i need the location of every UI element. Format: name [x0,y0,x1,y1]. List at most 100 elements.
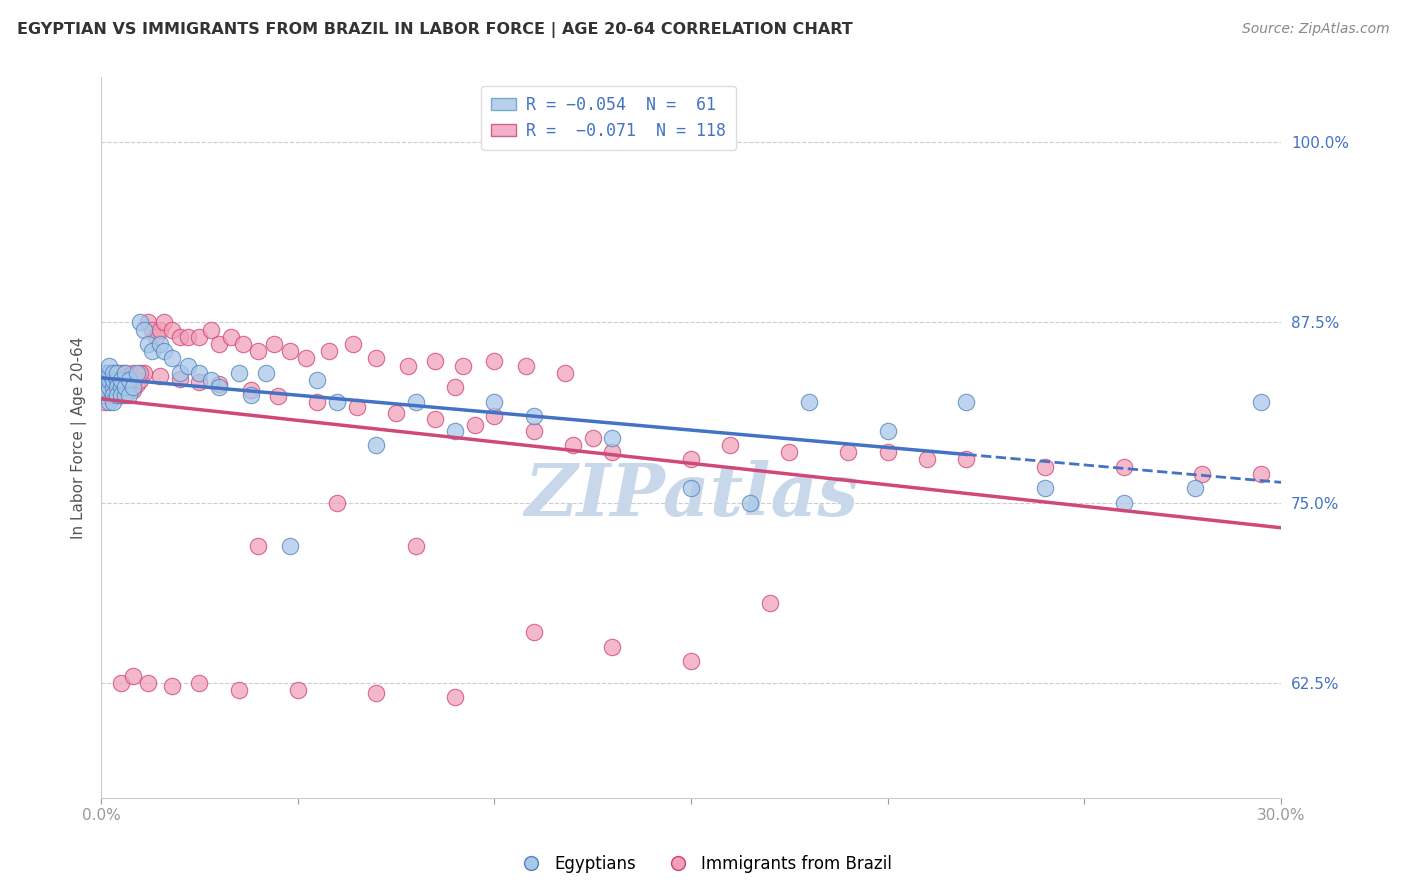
Point [681,452,703,467]
Point [955,452,977,467]
Point [105,368,128,383]
Point [105,387,128,401]
Point [110,373,132,387]
Point [444,424,467,438]
Point [134,366,156,380]
Point [484,354,506,368]
Point [121,373,143,387]
Point [451,359,474,373]
Point [342,337,364,351]
Point [98,380,121,394]
Point [582,431,605,445]
Point [153,315,176,329]
Point [110,675,132,690]
Point [105,373,128,387]
Point [98,394,121,409]
Point [98,359,121,373]
Point [94,373,117,387]
Point [876,424,898,438]
Point [101,373,124,387]
Point [125,368,148,383]
Point [125,366,148,380]
Point [114,387,136,401]
Point [287,683,309,698]
Point [105,373,128,387]
Point [94,373,117,387]
Point [129,315,152,329]
Point [307,373,329,387]
Point [294,351,316,366]
Point [105,377,128,392]
Point [228,366,250,380]
Point [307,394,329,409]
Point [121,383,143,397]
Text: ZIPatlas: ZIPatlas [524,460,858,531]
Point [98,373,121,387]
Point [267,389,290,403]
Point [141,323,163,337]
Point [134,323,156,337]
Point [101,380,124,394]
Point [554,366,576,380]
Point [425,354,447,368]
Point [118,380,141,394]
Point [94,377,117,392]
Point [101,394,124,409]
Point [263,337,285,351]
Point [136,315,159,329]
Point [98,380,121,394]
Point [118,373,141,387]
Point [200,323,222,337]
Point [121,668,143,682]
Point [247,344,270,359]
Point [778,445,800,459]
Point [228,683,250,698]
Point [385,406,408,420]
Point [1112,495,1135,509]
Point [318,344,340,359]
Point [149,368,172,383]
Point [110,366,132,380]
Point [562,438,585,452]
Point [326,495,349,509]
Point [876,445,898,459]
Point [219,330,242,344]
Point [160,323,183,337]
Point [247,539,270,553]
Point [515,359,537,373]
Point [602,445,624,459]
Point [98,387,121,401]
Point [366,351,388,366]
Point [425,412,447,426]
Point [464,417,486,432]
Point [149,337,172,351]
Point [101,377,124,392]
Point [200,373,222,387]
Point [101,387,124,401]
Point [484,394,506,409]
Point [114,366,136,380]
Point [98,373,121,387]
Point [169,330,191,344]
Point [94,394,117,409]
Point [94,366,117,380]
Point [681,481,703,495]
Point [326,394,349,409]
Point [176,330,198,344]
Point [1184,481,1206,495]
Point [110,377,132,392]
Point [188,366,211,380]
Point [523,625,546,640]
Point [105,366,128,380]
Point [366,686,388,700]
Point [955,394,977,409]
Point [484,409,506,424]
Point [136,675,159,690]
Point [98,377,121,392]
Point [346,401,368,415]
Point [98,383,121,397]
Point [118,373,141,387]
Point [405,539,427,553]
Point [94,366,117,380]
Point [101,373,124,387]
